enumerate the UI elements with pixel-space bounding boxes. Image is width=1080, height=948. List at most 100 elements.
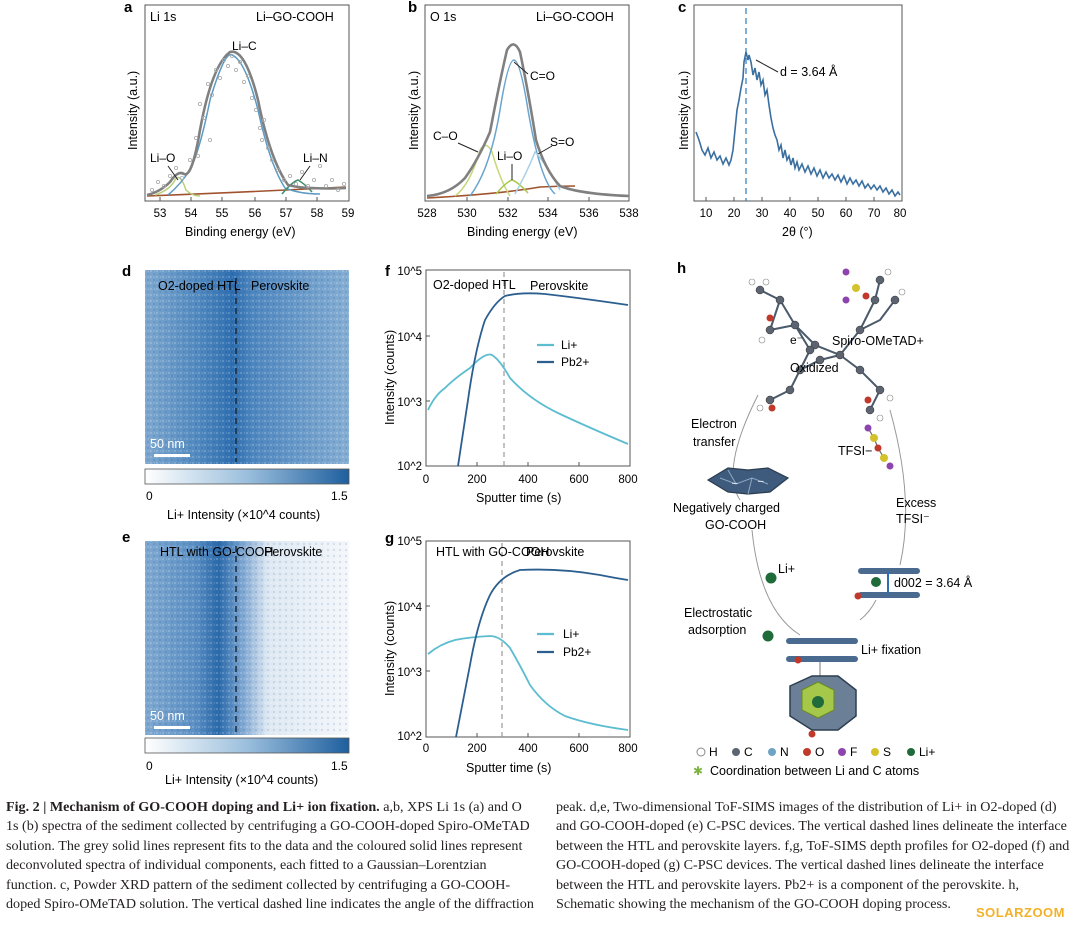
tick-label: 58: [311, 208, 324, 220]
svg-text:–: –: [732, 478, 738, 489]
tick-label: 0: [423, 743, 429, 755]
peak-label-li-c: Li–C: [232, 39, 257, 53]
tick-label: 53: [154, 208, 167, 220]
panel-c-xlabel: 2θ (°): [782, 225, 813, 239]
tick-label: 532: [498, 208, 517, 220]
series-pb-f: [457, 292, 629, 467]
tick-label: 55: [216, 208, 229, 220]
tick-label: 400: [518, 474, 537, 486]
tfsi-top: [842, 268, 870, 304]
panel-c-xticks: 10 20 30 40 50 60 70 80: [700, 208, 907, 220]
panel-b: b O 1s Li–GO-COOH Intensity (a.u.) Bindi…: [407, 0, 639, 239]
spiro-atoms: [755, 275, 900, 415]
tick-label: 200: [467, 743, 486, 755]
xrd-pattern: [695, 51, 901, 198]
peak-label-li-o: Li–O: [150, 151, 175, 165]
tick-label: 600: [569, 474, 588, 486]
li-ion: [762, 630, 774, 642]
panel-e: e HTL with GO-COOH Perovskite 50 nm 0 1.…: [122, 529, 350, 787]
map-e-right-label: Perovskite: [264, 545, 322, 559]
scale-label: 50 nm: [150, 709, 185, 723]
cbar-label: Li+ Intensity (×10^4 counts): [167, 508, 320, 522]
fixation-layers: [786, 638, 858, 664]
svg-text:–: –: [758, 476, 764, 487]
excess-2: TFSI⁻: [896, 512, 930, 526]
panel-b-xticks: 528 530 532 534 536 538: [417, 208, 638, 220]
arrow-d002: [859, 599, 877, 621]
watermark: SOLARZOOM: [976, 905, 1065, 920]
panel-letter-c: c: [678, 0, 686, 16]
caption-left-text: a,b, XPS Li 1s (a) and O 1s (b) spectra …: [6, 799, 534, 913]
caption-right: peak. d,e, Two-dimensional ToF-SIMS imag…: [556, 798, 1076, 914]
panel-f-xlabel: Sputter time (s): [476, 491, 561, 505]
plot-frame-c: [693, 4, 903, 202]
map-d-left-label: O2-doped HTL: [158, 279, 241, 293]
legend-li: Li+: [563, 627, 579, 641]
tick-marks: [426, 335, 580, 466]
arrow: [457, 142, 479, 153]
electron-transfer-1: Electron: [691, 417, 737, 431]
excess-1: Excess: [896, 496, 936, 510]
panel-f-xticks: 0 200 400 600 800: [423, 474, 638, 486]
panel-b-sample: Li–GO-COOH: [536, 10, 614, 24]
map-e-left-label: HTL with GO-COOH: [160, 545, 273, 559]
tick-label: 800: [618, 474, 637, 486]
electrostatic-2: adsorption: [688, 623, 746, 637]
tick-label: 10^5: [397, 266, 422, 278]
tick-label: 10^2: [397, 731, 422, 743]
tick-label: 30: [756, 208, 769, 220]
panel-a-xlabel: Binding energy (eV): [185, 225, 295, 239]
panel-h: h e⁻: [673, 260, 973, 778]
panel-a-title: Li 1s: [150, 10, 176, 24]
tick-label: 10^5: [397, 536, 422, 548]
map-noise: [145, 541, 349, 735]
peak-label-li-o: Li–O: [497, 149, 522, 163]
panel-b-xlabel: Binding energy (eV): [467, 225, 577, 239]
arrow-to-fixation: [751, 529, 801, 636]
cbar-max: 1.5: [331, 759, 348, 773]
arrow: [299, 165, 311, 181]
scale-label: 50 nm: [150, 437, 185, 451]
figure-canvas: a Li 1s Li–GO-COOH Intensity (a.u.) Bind…: [122, 0, 973, 787]
legend-pb: Pb2+: [563, 645, 591, 659]
panel-f-yticks: 10^5 10^4 10^3 10^2: [397, 266, 422, 473]
arrow: [513, 61, 529, 75]
scale-bar: [154, 726, 190, 729]
panel-letter-a: a: [124, 0, 133, 16]
stacked-layers: [854, 568, 920, 600]
arrow: [167, 165, 179, 181]
legend-n: N: [780, 745, 789, 759]
colorbar: [144, 737, 350, 754]
fit-curve: [146, 50, 347, 197]
tick-label: 10^3: [397, 397, 422, 409]
panel-letter-e: e: [122, 529, 130, 546]
go-cooh-sheet: – –: [706, 467, 790, 495]
panel-c-annotation: d = 3.64 Å: [780, 64, 838, 79]
caption-title: Fig. 2 | Mechanism of GO-COOH doping and…: [6, 799, 380, 815]
panel-letter-b: b: [408, 0, 417, 16]
panel-b-title: O 1s: [430, 10, 456, 24]
tick-label: 600: [569, 743, 588, 755]
legend-h: H: [709, 745, 718, 759]
panel-c: c Intensity (a.u.) 2θ (°) 10 20 30 40 50…: [677, 0, 906, 239]
spiro-label: Spiro-OMeTAD+: [832, 334, 924, 348]
tick-label: 534: [538, 208, 558, 220]
panel-a-sample: Li–GO-COOH: [256, 10, 334, 24]
tick-label: 10^2: [397, 461, 422, 473]
colorbar: [144, 468, 350, 485]
tick-label: 538: [619, 208, 638, 220]
cbar-min: 0: [146, 759, 153, 773]
electron-label: e⁻: [790, 333, 803, 347]
panel-g-ylabel: Intensity (counts): [383, 601, 397, 696]
g-right-label: Perovskite: [526, 545, 584, 559]
caption-right-text: peak. d,e, Two-dimensional ToF-SIMS imag…: [556, 799, 1070, 913]
legend-c: C: [744, 745, 753, 759]
fixation-label: Li+ fixation: [861, 643, 921, 657]
panel-g-xlabel: Sputter time (s): [466, 761, 551, 775]
panel-a-xticks: 53 54 55 56 57 58 59: [154, 208, 355, 220]
panel-f-ylabel: Intensity (counts): [383, 330, 397, 425]
coordination-label: Coordination between Li and C atoms: [710, 764, 919, 778]
tick-label: 0: [423, 474, 429, 486]
component-c-o: [454, 144, 511, 197]
f-left-label-1: O2-doped HTL: [433, 278, 516, 292]
